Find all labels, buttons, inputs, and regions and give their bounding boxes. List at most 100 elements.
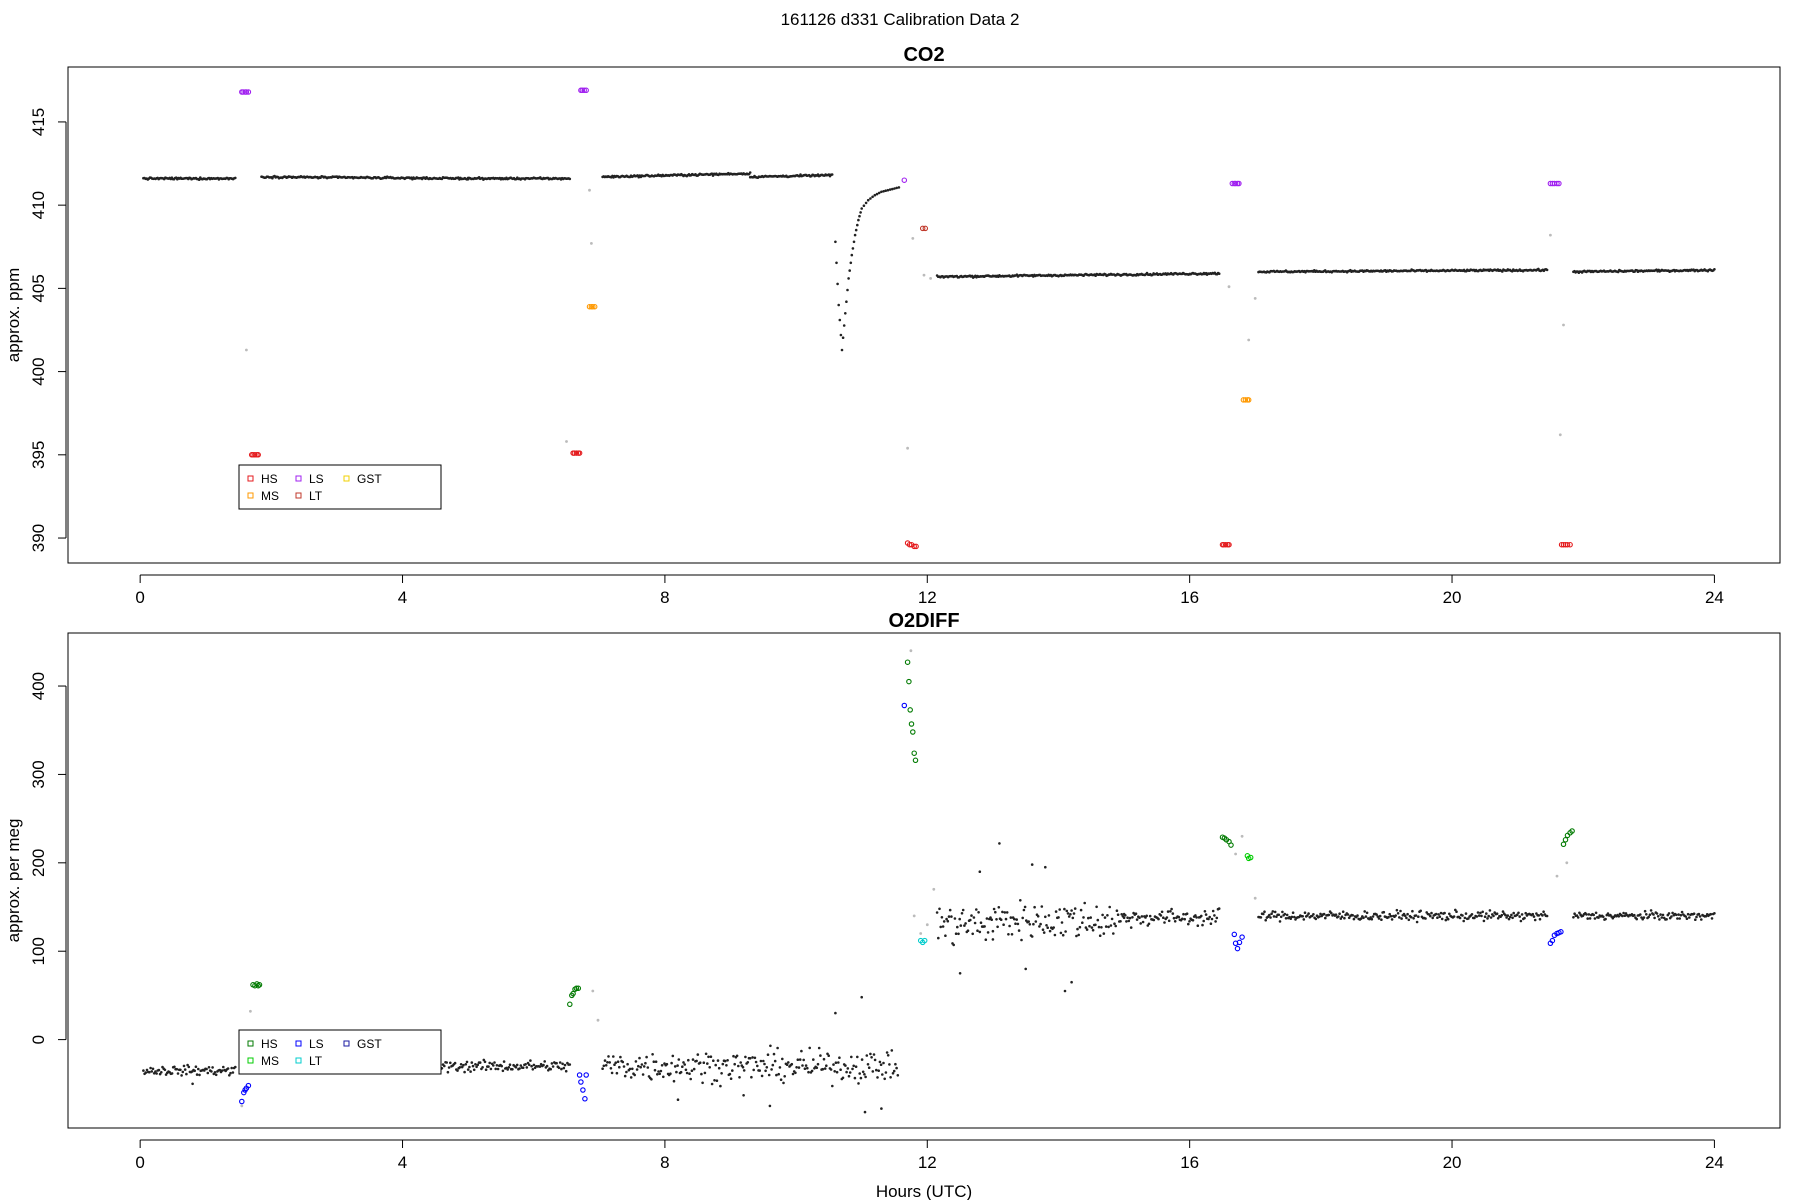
- o2diff-data-point: [1027, 920, 1030, 923]
- o2diff-data-point: [1436, 916, 1439, 919]
- co2-calibration-ms-point: [591, 303, 598, 310]
- o2diff-data-point: [1686, 912, 1690, 916]
- o2diff-data-point: [1262, 912, 1265, 916]
- o2diff-y-tick-label: 0: [29, 1035, 48, 1044]
- o2diff-data-point: [1171, 912, 1175, 915]
- co2-data-point: [853, 233, 857, 237]
- o2diff-data-point: [816, 1062, 820, 1066]
- o2diff-data-point: [1013, 917, 1016, 921]
- o2diff-data-point: [692, 1067, 696, 1071]
- o2diff-data-point: [646, 1066, 650, 1069]
- o2diff-data-point: [864, 1075, 867, 1079]
- o2diff-data-point: [1126, 916, 1129, 919]
- o2diff-data-point: [1338, 912, 1341, 915]
- o2diff-data-point: [827, 1054, 830, 1057]
- o2diff-data-point: [562, 1066, 566, 1070]
- o2diff-plot-frame: [67, 632, 1781, 1129]
- o2diff-data-point: [470, 1061, 474, 1064]
- o2diff-data-point: [464, 1063, 468, 1066]
- o2diff-data-point: [549, 1067, 552, 1071]
- o2diff-data-point: [1475, 915, 1479, 918]
- o2diff-data-point: [973, 921, 977, 925]
- o2diff-legend-label: LT: [309, 1054, 323, 1068]
- o2diff-data-point: [1688, 916, 1691, 919]
- o2diff-data-point: [1028, 923, 1032, 926]
- o2diff-data-point: [1387, 915, 1390, 919]
- co2-x-tick-label: 8: [660, 588, 669, 607]
- o2diff-data-point: [815, 1066, 819, 1070]
- o2diff-data-point: [1054, 910, 1058, 913]
- co2-flagged-point: [245, 348, 248, 352]
- o2diff-data-point: [950, 915, 953, 918]
- co2-flagged-points: [245, 188, 1565, 450]
- co2-data-point: [234, 176, 237, 180]
- o2diff-data-point: [716, 1059, 720, 1062]
- co2-y-tick-label: 400: [29, 357, 48, 385]
- co2-y-axis-label: approx. ppm: [4, 268, 23, 363]
- o2diff-data-point: [1661, 913, 1665, 917]
- o2diff-data-point: [803, 1067, 807, 1070]
- o2diff-data-point: [1409, 915, 1413, 919]
- o2diff-data-point: [1209, 922, 1213, 925]
- o2diff-data-point: [1667, 912, 1671, 915]
- o2diff-data-point: [489, 1067, 493, 1071]
- o2diff-data-point: [942, 920, 946, 923]
- o2diff-data-point: [527, 1063, 531, 1067]
- o2diff-data-point: [1492, 914, 1495, 918]
- co2-data-point: [862, 204, 866, 207]
- o2diff-data-point: [866, 1063, 870, 1066]
- co2-data-point: [845, 300, 848, 304]
- o2diff-data-point: [1127, 919, 1131, 923]
- o2diff-data-point: [1290, 915, 1294, 919]
- o2diff-data-point: [884, 1071, 888, 1074]
- o2diff-data-point: [1670, 915, 1673, 918]
- o2diff-data-point: [1014, 922, 1017, 925]
- co2-data-point: [856, 223, 859, 227]
- co2-legend-label: LS: [309, 472, 324, 486]
- o2diff-data-point: [1169, 910, 1172, 913]
- o2diff-calibration-ls-point: [1236, 939, 1243, 946]
- o2diff-panel-title: O2DIFF: [888, 610, 959, 632]
- o2diff-data-point: [947, 915, 951, 918]
- co2-calibration-ls-point: [245, 89, 252, 95]
- o2diff-data-point: [1658, 918, 1661, 921]
- o2diff-data-point: [1414, 914, 1418, 917]
- o2diff-data-point: [956, 925, 959, 929]
- o2diff-data-point: [1700, 918, 1703, 921]
- o2diff-data-point: [214, 1073, 218, 1077]
- o2diff-data-point: [1185, 912, 1189, 915]
- o2diff-data-point: [626, 1062, 629, 1066]
- co2-calibration-hs-point: [573, 450, 580, 456]
- o2diff-data-point: [458, 1066, 462, 1069]
- o2diff-data-point: [986, 931, 990, 934]
- co2-legend-swatch-ls: [295, 475, 302, 482]
- o2diff-data-point: [496, 1067, 500, 1071]
- o2diff-data-point: [1635, 917, 1638, 921]
- o2diff-data-point: [1501, 910, 1505, 913]
- co2-data-point: [859, 211, 862, 214]
- o2diff-flagged-point: [912, 914, 916, 918]
- o2diff-data-point: [682, 1061, 685, 1064]
- o2diff-data-point: [568, 1063, 572, 1066]
- o2diff-calibration-hs-point: [1564, 832, 1571, 839]
- o2diff-data-point: [1140, 915, 1144, 918]
- o2diff-x-tick-label: 24: [1705, 1153, 1724, 1172]
- o2diff-data-point: [148, 1070, 151, 1074]
- o2diff-data-point: [1183, 917, 1186, 921]
- o2diff-data-point: [652, 1060, 656, 1063]
- o2diff-data-point: [1032, 922, 1035, 926]
- o2diff-data-point: [471, 1064, 475, 1068]
- o2diff-data-point: [1089, 916, 1092, 919]
- o2diff-data-point: [795, 1066, 798, 1069]
- o2diff-data-point: [696, 1053, 700, 1056]
- o2diff-data-point: [869, 1052, 872, 1056]
- o2diff-data-point: [518, 1067, 521, 1070]
- o2diff-data-point: [1069, 913, 1072, 916]
- co2-data-point: [835, 261, 838, 265]
- o2diff-data-point: [1109, 924, 1113, 927]
- o2diff-data-point: [1504, 913, 1507, 917]
- o2diff-x-tick-label: 4: [398, 1153, 407, 1172]
- o2diff-data-point: [447, 1066, 451, 1069]
- co2-data-point: [886, 188, 890, 192]
- co2-calibration-ls-point: [1554, 180, 1560, 187]
